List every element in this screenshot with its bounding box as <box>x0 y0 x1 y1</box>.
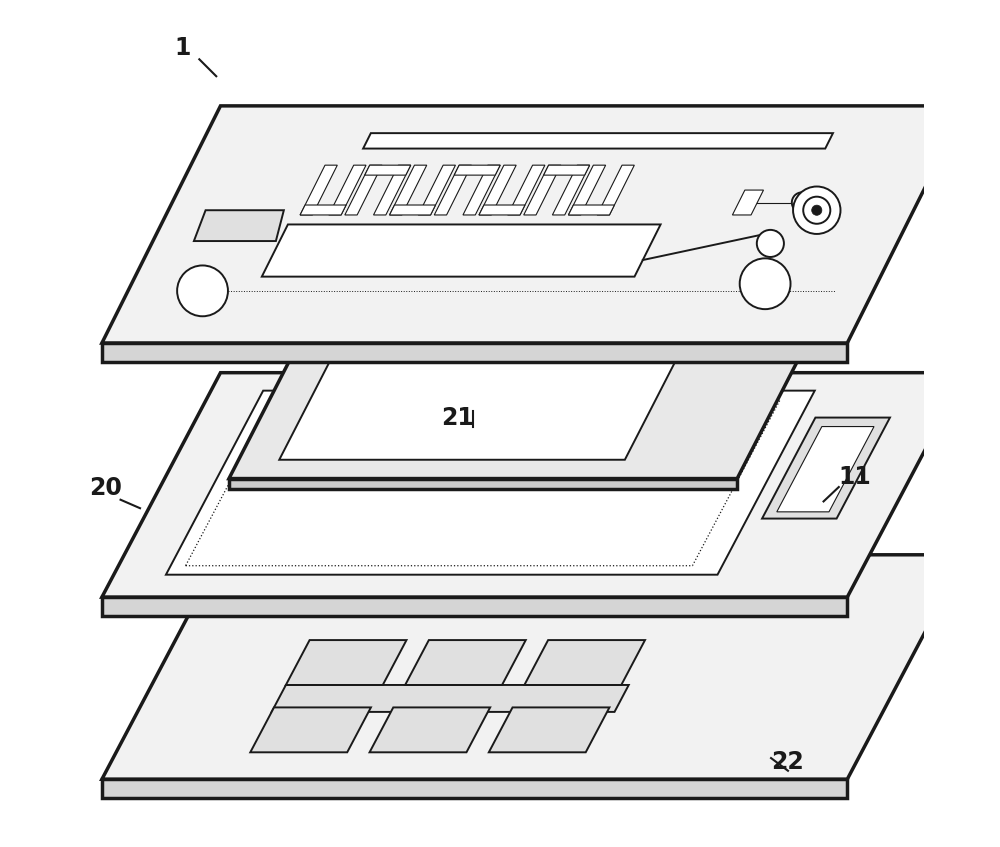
Polygon shape <box>370 707 490 752</box>
Polygon shape <box>568 165 606 215</box>
Polygon shape <box>300 205 346 215</box>
Text: 11: 11 <box>839 466 872 490</box>
Text: 20: 20 <box>89 477 122 501</box>
Polygon shape <box>434 165 471 215</box>
Polygon shape <box>489 707 609 752</box>
Polygon shape <box>568 205 614 215</box>
Circle shape <box>757 230 784 257</box>
Polygon shape <box>454 165 500 175</box>
Polygon shape <box>102 779 847 798</box>
Text: 21: 21 <box>441 407 473 430</box>
Polygon shape <box>390 205 436 215</box>
Circle shape <box>792 192 812 213</box>
Polygon shape <box>597 165 634 215</box>
Polygon shape <box>777 427 874 512</box>
Polygon shape <box>358 395 462 422</box>
Circle shape <box>803 197 830 224</box>
Polygon shape <box>286 640 406 685</box>
Polygon shape <box>102 555 966 779</box>
Polygon shape <box>102 373 966 597</box>
Polygon shape <box>345 165 382 215</box>
Polygon shape <box>479 165 516 215</box>
Polygon shape <box>524 640 645 685</box>
Polygon shape <box>762 418 890 518</box>
Polygon shape <box>272 685 629 711</box>
Polygon shape <box>732 190 764 215</box>
Polygon shape <box>463 165 500 215</box>
Polygon shape <box>479 205 525 215</box>
Text: 1: 1 <box>174 36 190 60</box>
Polygon shape <box>229 322 818 479</box>
Polygon shape <box>102 106 966 343</box>
Circle shape <box>177 265 228 316</box>
Polygon shape <box>194 210 284 241</box>
Polygon shape <box>524 165 561 215</box>
Polygon shape <box>262 224 661 277</box>
Polygon shape <box>365 165 411 175</box>
Polygon shape <box>544 165 590 175</box>
Polygon shape <box>390 165 427 215</box>
Polygon shape <box>329 165 366 215</box>
Polygon shape <box>383 400 437 418</box>
Circle shape <box>812 205 822 215</box>
Polygon shape <box>405 640 526 685</box>
Polygon shape <box>508 165 545 215</box>
Polygon shape <box>279 340 686 460</box>
Polygon shape <box>102 343 847 362</box>
Polygon shape <box>374 165 411 215</box>
Polygon shape <box>300 165 337 215</box>
Circle shape <box>793 186 840 234</box>
Text: 22: 22 <box>771 750 804 774</box>
Polygon shape <box>250 707 371 752</box>
Polygon shape <box>229 479 737 489</box>
Circle shape <box>740 258 791 309</box>
Polygon shape <box>552 165 590 215</box>
Polygon shape <box>418 165 455 215</box>
Polygon shape <box>102 597 847 616</box>
Polygon shape <box>363 133 833 148</box>
Polygon shape <box>166 390 815 575</box>
